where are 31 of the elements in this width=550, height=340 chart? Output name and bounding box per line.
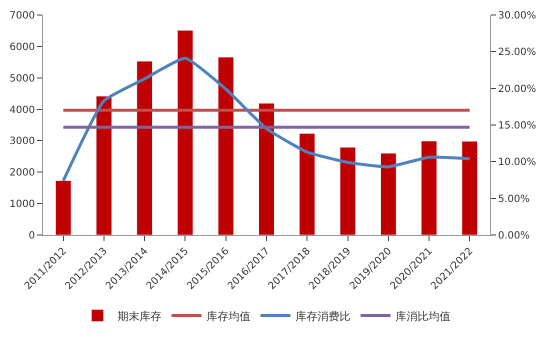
bar xyxy=(421,140,438,235)
y-tick-label: 0 xyxy=(28,230,35,242)
y-tick-label: 6000 xyxy=(10,42,35,53)
bar xyxy=(55,180,72,235)
bar xyxy=(136,60,153,235)
bar xyxy=(462,141,478,235)
bar xyxy=(380,153,396,235)
line-series xyxy=(62,56,472,182)
y2-tick-label: 30.00% xyxy=(498,10,536,22)
y2-tick-label: 5.00% xyxy=(498,194,530,205)
y-tick-label: 7000 xyxy=(10,10,35,22)
legend-label: 库存均值 xyxy=(206,310,250,323)
y2-tick-label: 10.00% xyxy=(498,157,536,168)
y2-tick-label: 0.00% xyxy=(498,230,530,242)
y-tick-label: 5000 xyxy=(10,73,35,84)
legend-label: 库消比均值 xyxy=(396,310,450,323)
y-tick-label: 2000 xyxy=(10,168,35,179)
bar xyxy=(340,147,356,235)
y2-tick-label: 20.00% xyxy=(498,84,536,95)
y-tick-label: 1000 xyxy=(10,199,35,210)
bar xyxy=(218,56,234,235)
y2-tick-label: 25.00% xyxy=(498,47,536,58)
y2-tick-label: 15.00% xyxy=(498,120,536,132)
legend-label: 期末库存 xyxy=(118,310,162,323)
bar xyxy=(96,96,112,235)
y-tick-label: 3000 xyxy=(10,136,35,148)
bar xyxy=(258,103,274,235)
bar xyxy=(299,133,316,235)
bar xyxy=(177,30,194,235)
legend-label: 库存消费比 xyxy=(296,310,350,323)
y-tick-label: 4000 xyxy=(10,104,35,116)
